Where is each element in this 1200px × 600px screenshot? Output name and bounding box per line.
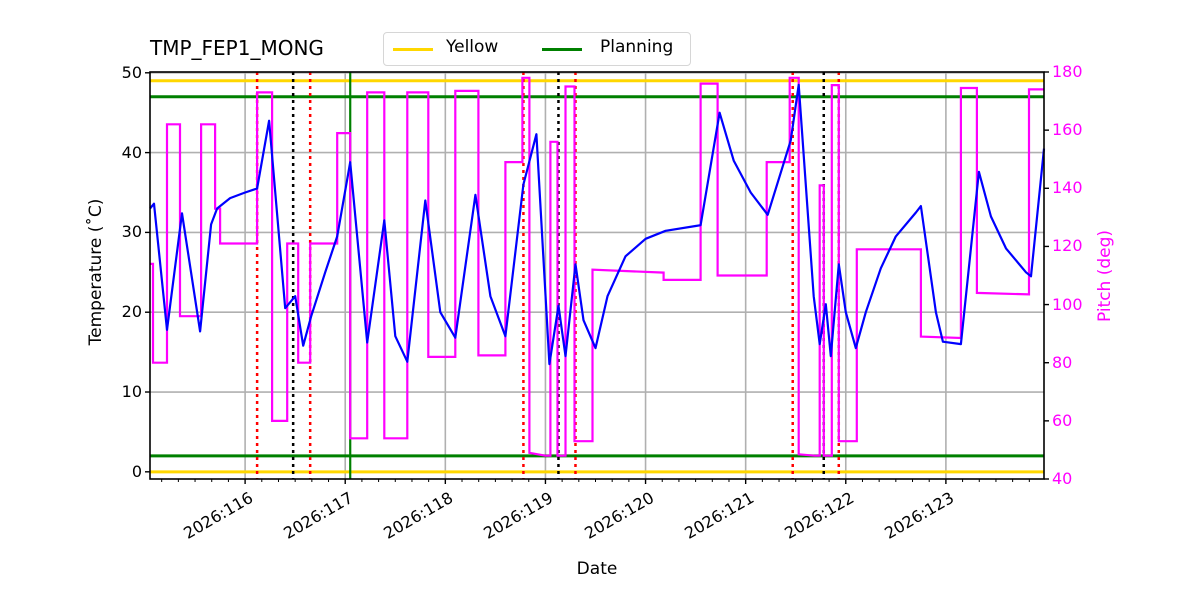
y-left-tick-label: 30 [121,222,142,242]
y-left-tick-label: 0 [131,461,142,481]
legend-label-yellow: Yellow [446,37,499,57]
y-right-tick-label: 140 [1052,178,1083,198]
y-right-tick-label: 100 [1052,294,1083,314]
grid-lines [150,71,1044,479]
x-axis-label: Date [576,559,618,579]
legend-swatch-planning [542,48,582,51]
legend-swatch-yellow [393,48,433,51]
y-right-tick-label: 40 [1052,469,1073,488]
y-right-tick-label: 60 [1052,410,1073,430]
y-right-tick-label: 80 [1052,352,1073,372]
y-axis-left-label: Temperature (˚C) [86,198,106,346]
pitch-series-line [150,76,1044,457]
chart-title: TMP_FEP1_MONG [150,36,324,60]
legend-label-planning: Planning [600,37,674,57]
y-left-tick-label: 50 [121,62,142,82]
temperature-series-line [149,83,1046,366]
y-right-tick-label: 180 [1052,62,1083,81]
axis-ticks [145,71,1049,484]
legend: Yellow Planning [383,32,691,66]
plot-area-frame [149,71,1045,480]
y-left-tick-label: 40 [121,142,142,162]
y-right-tick-label: 120 [1052,236,1083,256]
y-right-tick-label: 160 [1052,120,1083,140]
limit-lines [150,79,1044,474]
y-left-tick-label: 20 [121,302,142,322]
y-axis-right-label: Pitch (deg) [1095,229,1115,323]
y-left-tick-label: 10 [121,382,142,401]
